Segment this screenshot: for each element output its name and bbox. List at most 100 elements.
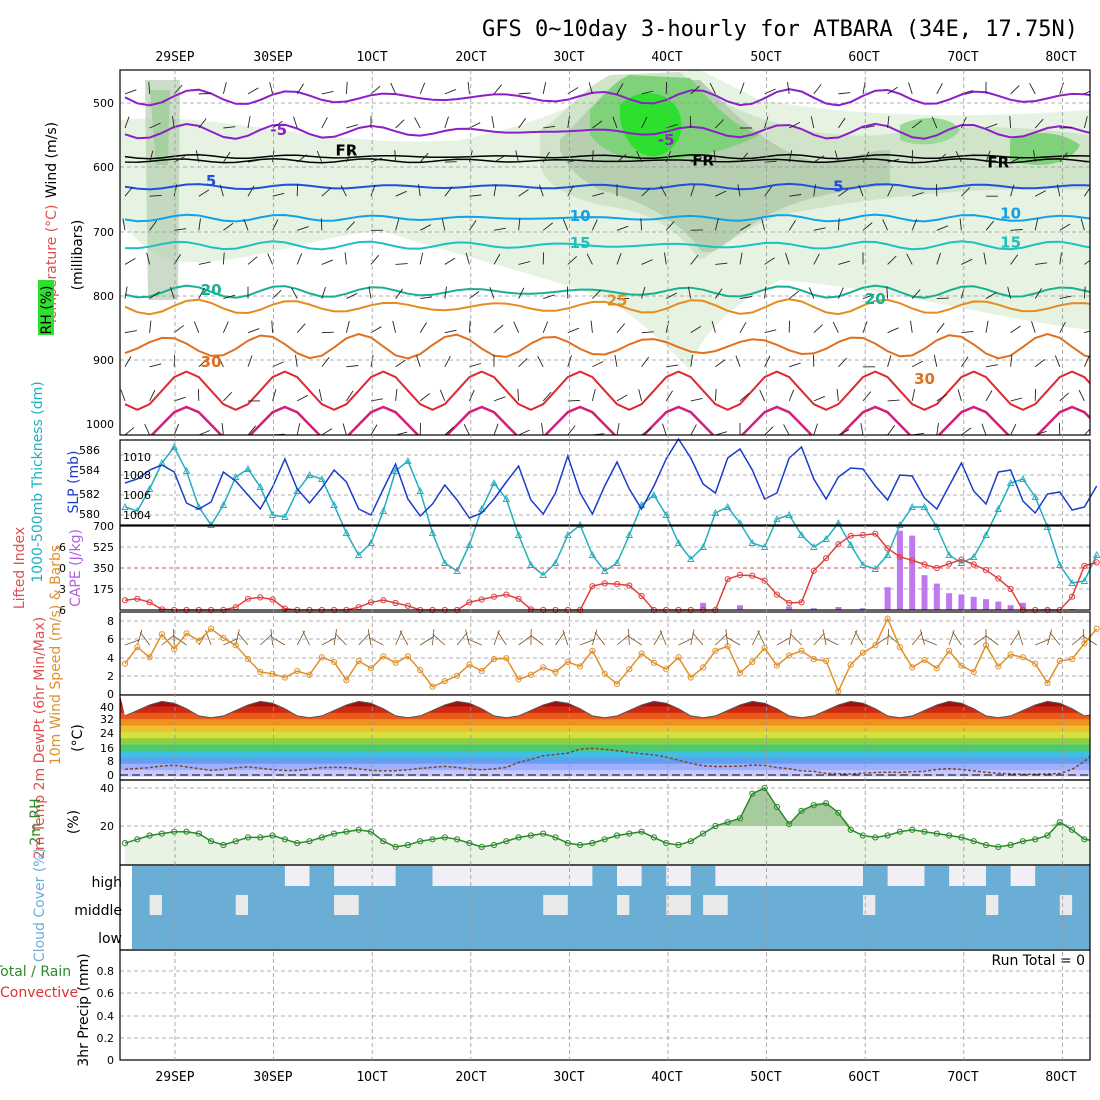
wind-barb xyxy=(1035,262,1048,265)
cloud-fill xyxy=(132,866,1090,949)
cloud-gap-middle xyxy=(986,895,999,915)
thickness-point xyxy=(330,501,338,508)
wind-barb xyxy=(715,119,725,129)
wind-barb xyxy=(567,256,578,265)
wind-barb xyxy=(195,150,200,163)
wind-barb xyxy=(887,425,896,435)
li-point xyxy=(896,553,904,560)
wind-point xyxy=(380,653,387,660)
li-point xyxy=(281,605,288,612)
rh2m-point xyxy=(601,836,608,843)
wind-barb xyxy=(219,184,224,197)
wind-barb xyxy=(641,187,651,197)
rh2m-point xyxy=(208,838,215,845)
wind-barb xyxy=(641,117,648,129)
wind-barb xyxy=(149,389,156,402)
wind-barb xyxy=(489,287,495,299)
wind-barb xyxy=(936,252,941,265)
rh2m-point xyxy=(687,838,694,845)
wind-barb xyxy=(321,90,334,95)
precip-tick: 0.8 xyxy=(97,965,115,978)
time-label: 3OCT xyxy=(553,50,584,65)
rh2m-point xyxy=(847,826,854,833)
thickness-point xyxy=(982,531,990,538)
rh2m-axis-label: 2m RH xyxy=(28,798,44,845)
wind-barb xyxy=(985,292,997,299)
wind-barb xyxy=(715,262,728,265)
wind-barb xyxy=(541,423,544,435)
cloud-level-label: middle xyxy=(74,903,122,919)
wind-barb xyxy=(788,629,792,646)
thickness-point xyxy=(1031,493,1039,500)
rh2m-point xyxy=(454,836,461,843)
thickness-point xyxy=(674,539,683,546)
rh2m-point xyxy=(429,836,436,843)
wind-point xyxy=(527,671,535,678)
wind-barb xyxy=(139,631,150,646)
rh2m-point xyxy=(835,809,842,816)
wind-barb xyxy=(822,629,827,646)
temp-tick: 8 xyxy=(107,755,114,768)
time-label: 5OCT xyxy=(750,50,781,65)
li-point xyxy=(466,599,473,606)
wind-barb xyxy=(616,423,620,435)
thickness-point xyxy=(121,503,129,510)
wind-barb xyxy=(628,628,630,646)
wind-barb xyxy=(223,222,234,231)
wind-barb xyxy=(788,389,795,402)
cloud-gap-middle xyxy=(149,895,162,915)
wind-barb xyxy=(518,92,531,95)
cape-axis-label: CAPE (J/kg) xyxy=(68,529,84,607)
wind-barb xyxy=(515,150,520,163)
wind-barb xyxy=(834,150,839,163)
wind-barb xyxy=(543,294,555,299)
thickness-point xyxy=(379,507,388,514)
wind-barb xyxy=(838,117,846,129)
precip-axis-label: 3hr Precip (mm) xyxy=(76,953,92,1066)
wind-barb xyxy=(911,632,923,646)
wind-barb xyxy=(296,423,301,435)
wind-point xyxy=(921,656,928,664)
cloud-level-label: low xyxy=(98,931,122,947)
contour-label: 10 xyxy=(570,207,591,225)
cape-li-panel: -6 0 3 6 525 350 175 700 Lifted Index CA… xyxy=(12,520,1100,617)
wind-barb xyxy=(664,252,667,265)
wind-barb xyxy=(713,150,716,163)
wind-barb xyxy=(887,158,900,163)
rh2m-point xyxy=(527,832,535,839)
cloud-gap-high xyxy=(666,866,691,886)
wind-barb xyxy=(368,637,384,646)
thickness-point xyxy=(1068,579,1076,586)
wind-barb xyxy=(296,253,303,265)
wind-barb xyxy=(985,150,991,163)
thickness-point xyxy=(416,487,424,494)
wind-point xyxy=(810,656,817,663)
wind-barb xyxy=(906,253,913,265)
wind-barb xyxy=(1035,638,1051,646)
thickness-point xyxy=(920,503,929,510)
wind-barb xyxy=(493,396,506,402)
wind-barb xyxy=(739,223,751,231)
thickness-point xyxy=(219,501,228,508)
wind-barb xyxy=(862,151,870,163)
thickness-point xyxy=(1006,479,1015,486)
wind-barb xyxy=(985,123,998,129)
wind-barb xyxy=(120,389,126,402)
rh2m-point xyxy=(823,800,830,807)
wind-barb xyxy=(690,157,703,163)
li-tick: 0 xyxy=(59,562,66,575)
wind-barb xyxy=(832,321,839,333)
wind-barb xyxy=(1034,359,1045,368)
wind-barb xyxy=(640,218,643,231)
wind-barb xyxy=(1059,392,1070,402)
wind-barb xyxy=(518,635,532,646)
wind-barb xyxy=(390,82,397,95)
wind-barb xyxy=(1010,85,1020,95)
wind-barb xyxy=(1017,629,1024,646)
li-point xyxy=(773,591,781,598)
rh2m-point xyxy=(724,819,731,826)
wind-barb xyxy=(638,389,643,401)
wind-barb xyxy=(592,192,605,197)
wind-point xyxy=(1093,625,1100,632)
thickness-tick: 584 xyxy=(79,464,100,477)
